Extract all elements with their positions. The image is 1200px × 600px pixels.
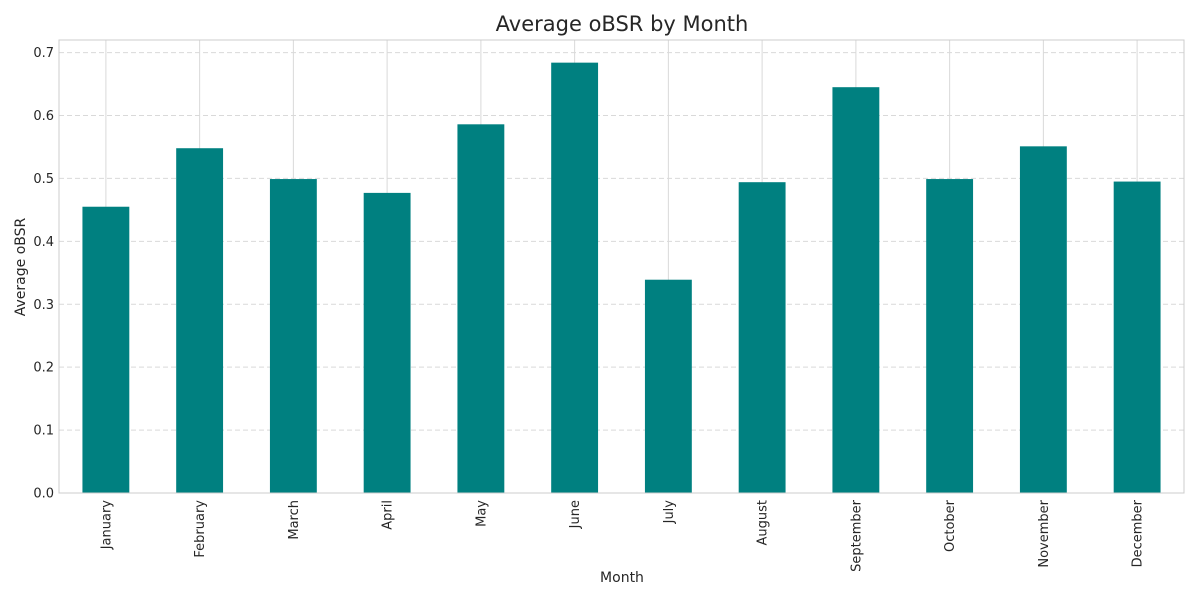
bar-january [82,206,130,493]
chart-title: Average oBSR by Month [496,12,749,36]
x-tick-label: January [99,500,114,551]
x-axis-label: Month [600,570,644,586]
bars [82,62,1161,494]
bar-october [926,179,974,493]
bar-july [644,279,692,493]
x-tick-labels: January February March April May June July Augu… [99,499,1145,572]
y-tick-labels: 0.0 0.1 0.2 0.3 0.4 0.5 0.6 0.7 [33,46,54,501]
y-tick-label: 0.2 [33,361,54,376]
bar-june [551,62,599,494]
y-tick-label: 0.1 [33,424,54,439]
x-tick-label: November [1037,499,1052,567]
grid-lines [59,40,1184,494]
x-tick-label: June [568,500,583,529]
x-tick-label: February [193,500,208,558]
y-tick-label: 0.3 [33,298,54,313]
x-tick-label: April [381,500,396,530]
bar-september [832,87,880,493]
x-tick-label: September [849,499,864,572]
y-axis-label: Average oBSR [13,217,29,316]
x-tick-label: August [756,500,771,546]
x-tick-label: July [662,500,677,525]
x-tick-label: December [1131,499,1146,567]
bar-april [363,192,411,493]
x-tick-label: October [943,499,958,552]
bar-march [269,179,317,493]
y-tick-label: 0.5 [33,172,54,187]
y-tick-label: 0.6 [33,109,54,124]
bar-december [1113,181,1161,493]
bar-february [176,148,224,493]
x-tick-label: May [474,500,489,527]
y-tick-label: 0.0 [33,487,54,502]
x-tick-label: March [287,500,302,540]
y-tick-label: 0.4 [33,235,54,250]
bar-may [457,124,505,493]
plot-frame [58,39,1185,494]
bar-august [738,182,786,494]
y-tick-label: 0.7 [33,46,54,61]
bar-november [1019,146,1067,493]
